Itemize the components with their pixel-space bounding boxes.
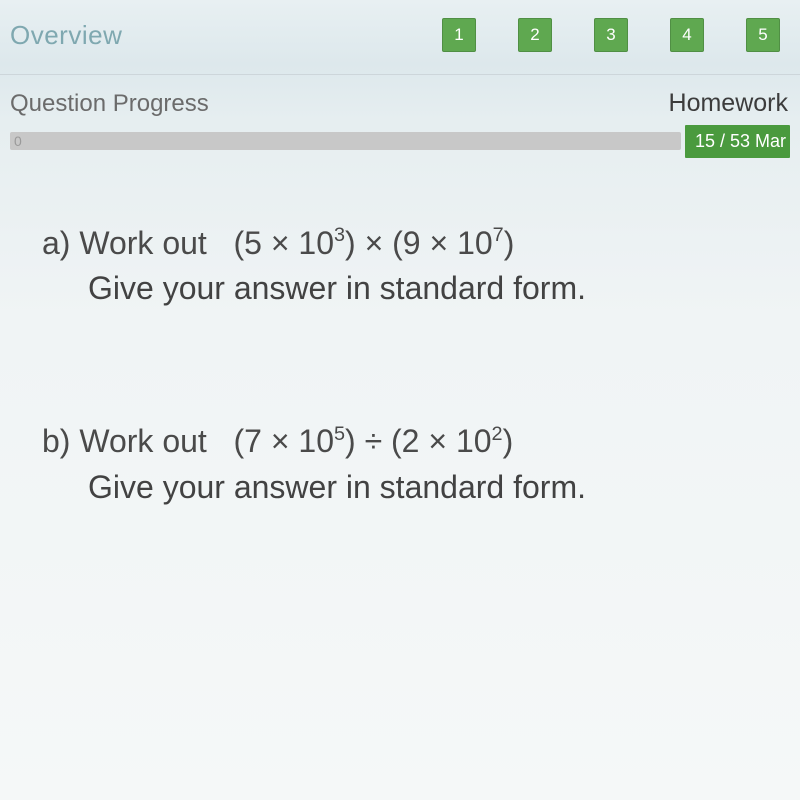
question-b-line2: Give your answer in standard form.: [42, 466, 770, 509]
question-area: a) Work out (5 × 103) × (9 × 107) Give y…: [0, 162, 800, 509]
expr-seg: ) × (9 × 10: [345, 225, 493, 261]
top-nav: Overview 1 2 3 4 5: [0, 0, 800, 75]
question-nav: 1 2 3 4 5: [442, 18, 780, 52]
progress-bar-row: 0 15 / 53 Mar: [10, 126, 790, 156]
expr-seg: (7 × 10: [233, 423, 334, 459]
question-b-expression: (7 × 105) ÷ (2 × 102): [233, 423, 513, 459]
nav-item-2[interactable]: 2: [518, 18, 552, 52]
overview-link[interactable]: Overview: [10, 20, 122, 51]
expr-seg: ): [503, 423, 514, 459]
nav-item-4[interactable]: 4: [670, 18, 704, 52]
exponent: 3: [334, 224, 345, 246]
question-a-line1: a) Work out (5 × 103) × (9 × 107): [42, 222, 770, 265]
expr-seg: (5 × 10: [233, 225, 334, 261]
progress-section: Question Progress Homework 0 15 / 53 Mar: [0, 75, 800, 162]
progress-zero: 0: [14, 133, 22, 149]
exponent: 2: [492, 423, 503, 445]
question-a-prefix: a) Work out: [42, 225, 233, 261]
expr-seg: ) ÷ (2 × 10: [345, 423, 492, 459]
nav-item-5[interactable]: 5: [746, 18, 780, 52]
progress-label: Question Progress: [10, 90, 209, 118]
question-b-prefix: b) Work out: [42, 423, 233, 459]
question-b: b) Work out (7 × 105) ÷ (2 × 102) Give y…: [42, 420, 770, 508]
question-b-line1: b) Work out (7 × 105) ÷ (2 × 102): [42, 420, 770, 463]
marks-badge: 15 / 53 Mar: [685, 125, 790, 158]
exponent: 5: [334, 423, 345, 445]
progress-bar: 0: [10, 132, 681, 150]
nav-item-1[interactable]: 1: [442, 18, 476, 52]
question-a-line2: Give your answer in standard form.: [42, 267, 770, 310]
question-a-expression: (5 × 103) × (9 × 107): [233, 225, 514, 261]
exponent: 7: [493, 224, 504, 246]
homework-label: Homework: [669, 89, 790, 118]
question-a: a) Work out (5 × 103) × (9 × 107) Give y…: [42, 222, 770, 310]
nav-item-3[interactable]: 3: [594, 18, 628, 52]
expr-seg: ): [504, 225, 515, 261]
progress-header: Question Progress Homework: [10, 89, 790, 118]
